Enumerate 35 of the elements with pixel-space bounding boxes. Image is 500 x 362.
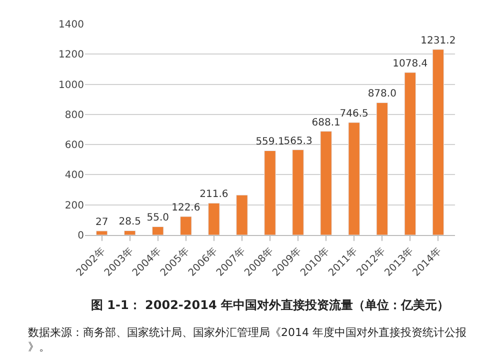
bar [180,216,192,235]
bar [376,102,388,235]
bar [320,131,332,235]
bar [236,194,248,235]
source-note: 数据来源：商务部、国家统计局、国家外汇管理局《2014 年度中国对外直接投资统计公报》。 [28,326,466,354]
data-label: 28.5 [118,216,141,228]
y-tick-label: 400 [64,170,84,182]
bar [348,122,360,235]
data-label: 565.3 [284,136,312,147]
y-tick-label: 0 [78,230,84,242]
data-label: 688.1 [312,117,340,128]
bar [152,226,164,235]
bar [432,49,444,235]
data-label: 559.1 [256,136,284,148]
y-tick-label: 1000 [58,80,84,91]
y-tick-label: 200 [64,200,84,212]
bar [96,230,108,235]
y-tick-label: 1400 [58,20,84,30]
y-tick-label: 600 [64,140,84,152]
text: 图 1-1： 2002-2014 年中国对外直接投资流量（单位：亿美元） [91,298,449,312]
bar [292,150,304,235]
data-label: 122.6 [172,202,200,214]
data-label: 1078.4 [392,58,428,70]
data-label: 1231.2 [420,35,456,46]
data-label: 211.6 [200,189,228,200]
bar [124,230,136,235]
bar [208,202,220,235]
data-label: 878.0 [368,88,396,100]
bar [264,150,276,235]
data-label: 27 [95,216,108,228]
data-label: 746.5 [340,108,368,120]
y-tick-label: 1200 [58,50,84,61]
bar [404,72,416,235]
data-label: 55.0 [146,212,170,224]
y-tick-label: 800 [64,110,84,121]
